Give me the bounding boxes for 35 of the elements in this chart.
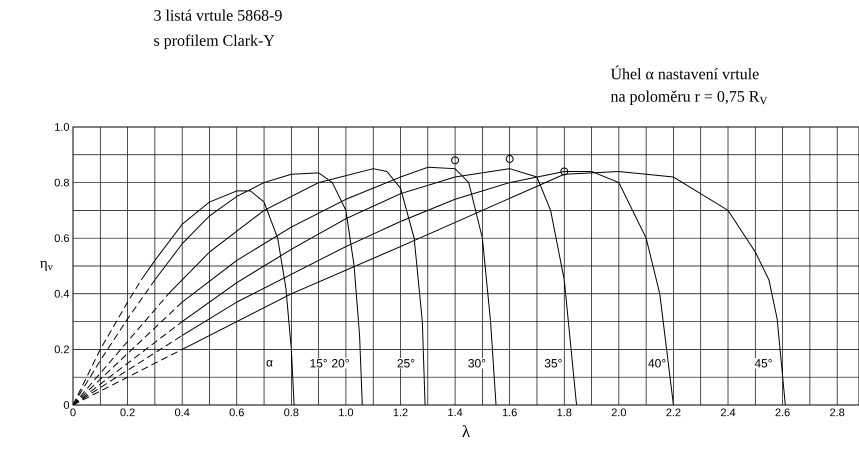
x-tick-label: 1.8 [557, 408, 572, 416]
annotation: 35° [544, 359, 562, 368]
annotation: 40° [648, 359, 666, 368]
x-tick-label: 2.2 [666, 408, 680, 416]
x-tick-label: 1.4 [448, 408, 462, 416]
annotation: 15° [310, 359, 327, 368]
x-tick-label: 2.0 [612, 408, 626, 416]
text: na poloměru r = 0,75 R$_{V}$ [610, 90, 768, 105]
x-tick-label: 2.4 [720, 408, 736, 416]
y-tick-label: 0.2 [54, 346, 69, 354]
y-tick-label: 0.6 [54, 234, 70, 242]
x-tick-label: 0 [70, 408, 76, 416]
annotation: 45° [754, 359, 772, 368]
x-axis-title: λ [462, 425, 470, 438]
x-tick-label: 1.6 [502, 408, 517, 416]
x-tick-label: 0.4 [174, 408, 190, 416]
x-tick-label: 2.8 [830, 408, 844, 416]
chart-title: 3 listá vrtule 5868-9 [154, 10, 282, 21]
x-tick-label: 0.2 [120, 408, 135, 416]
y-tick-label: 0 [64, 401, 70, 409]
x-tick-label: 0.8 [284, 408, 298, 416]
y-axis-title: η$_{v}$ [40, 260, 53, 272]
y-tick-label: 1.0 [55, 123, 70, 131]
x-tick-label: 1.2 [394, 408, 408, 416]
x-tick-label: 1.0 [339, 408, 354, 416]
x-tick-label: 2.6 [776, 408, 790, 416]
annotation: 20° [332, 359, 349, 368]
annotation: 25° [398, 359, 414, 368]
y-tick-label: 0.8 [54, 178, 70, 186]
x-tick-label: 0.6 [230, 408, 244, 416]
text: Úhel α nastavení vrtule [610, 66, 759, 80]
annotation: 30° [468, 359, 486, 368]
chart-subtitle: s profilem Clark-Y [154, 34, 274, 50]
annotation: α [266, 360, 273, 367]
y-tick-label: 0.4 [54, 290, 70, 298]
